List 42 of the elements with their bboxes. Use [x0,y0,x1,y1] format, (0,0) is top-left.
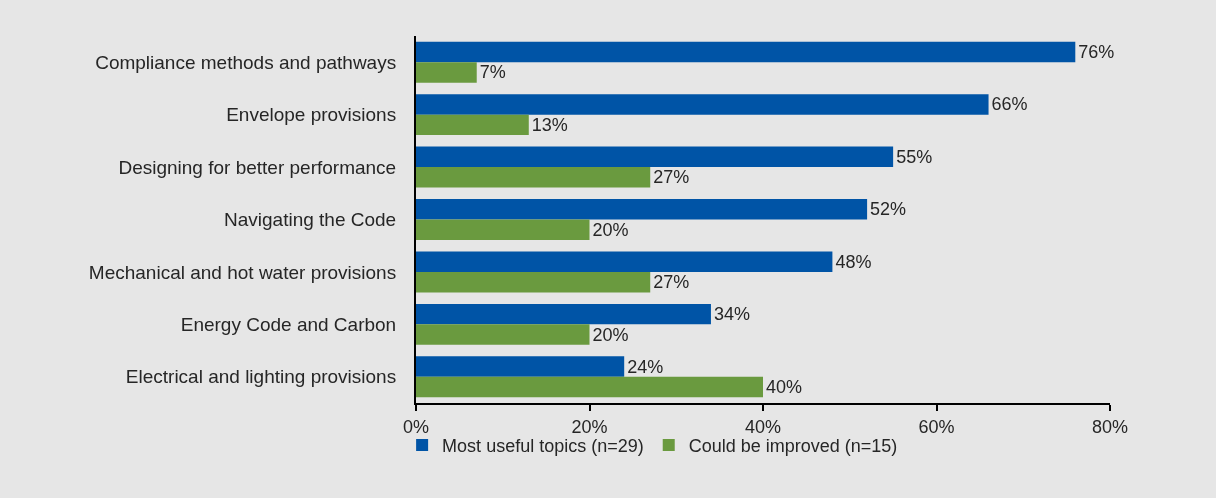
data-label: 48% [835,251,872,272]
legend-label: Most useful topics (n=29) [442,435,644,456]
bar [416,251,833,272]
bar [416,303,711,325]
x-tick-label: 80% [1091,416,1129,437]
data-label: 27% [653,167,690,188]
data-label: 40% [766,377,803,398]
legend-label: Could be improved (n=15) [688,435,898,456]
data-label: 34% [713,304,750,325]
y-tick-label: Compliance methods and pathways [95,51,397,73]
x-tick-label: 20% [571,416,608,437]
y-tick-label: Designing for better performance [118,156,397,178]
y-tick-label: Navigating the Code [224,209,397,231]
bar [416,94,989,115]
y-tick-label: Mechanical and hot water provisions [88,261,397,283]
data-label: 66% [991,94,1028,115]
x-tick-label: 0% [402,416,430,437]
data-label: 27% [653,272,690,293]
bar [416,146,894,168]
data-label: 20% [592,324,629,345]
data-label: 76% [1078,41,1115,62]
bar [416,356,625,377]
data-label: 24% [627,356,664,377]
bar [416,114,529,136]
data-label: 55% [896,146,933,167]
bar [416,219,590,240]
bar [416,271,651,293]
y-tick-label: Electrical and lighting provisions [125,366,397,388]
data-label: 13% [531,114,568,135]
bar [416,41,1076,63]
x-tick-label: 40% [744,416,782,437]
data-label: 52% [870,199,907,220]
bar [416,376,763,398]
data-label: 20% [592,219,629,240]
data-label: 7% [479,62,506,83]
bar [416,324,590,345]
y-tick-label: Energy Code and Carbon [180,314,397,336]
bar [416,62,477,83]
bar [416,167,651,188]
y-tick-label: Envelope provisions [226,104,397,126]
x-tick-label: 60% [918,416,955,437]
bar [416,199,868,220]
